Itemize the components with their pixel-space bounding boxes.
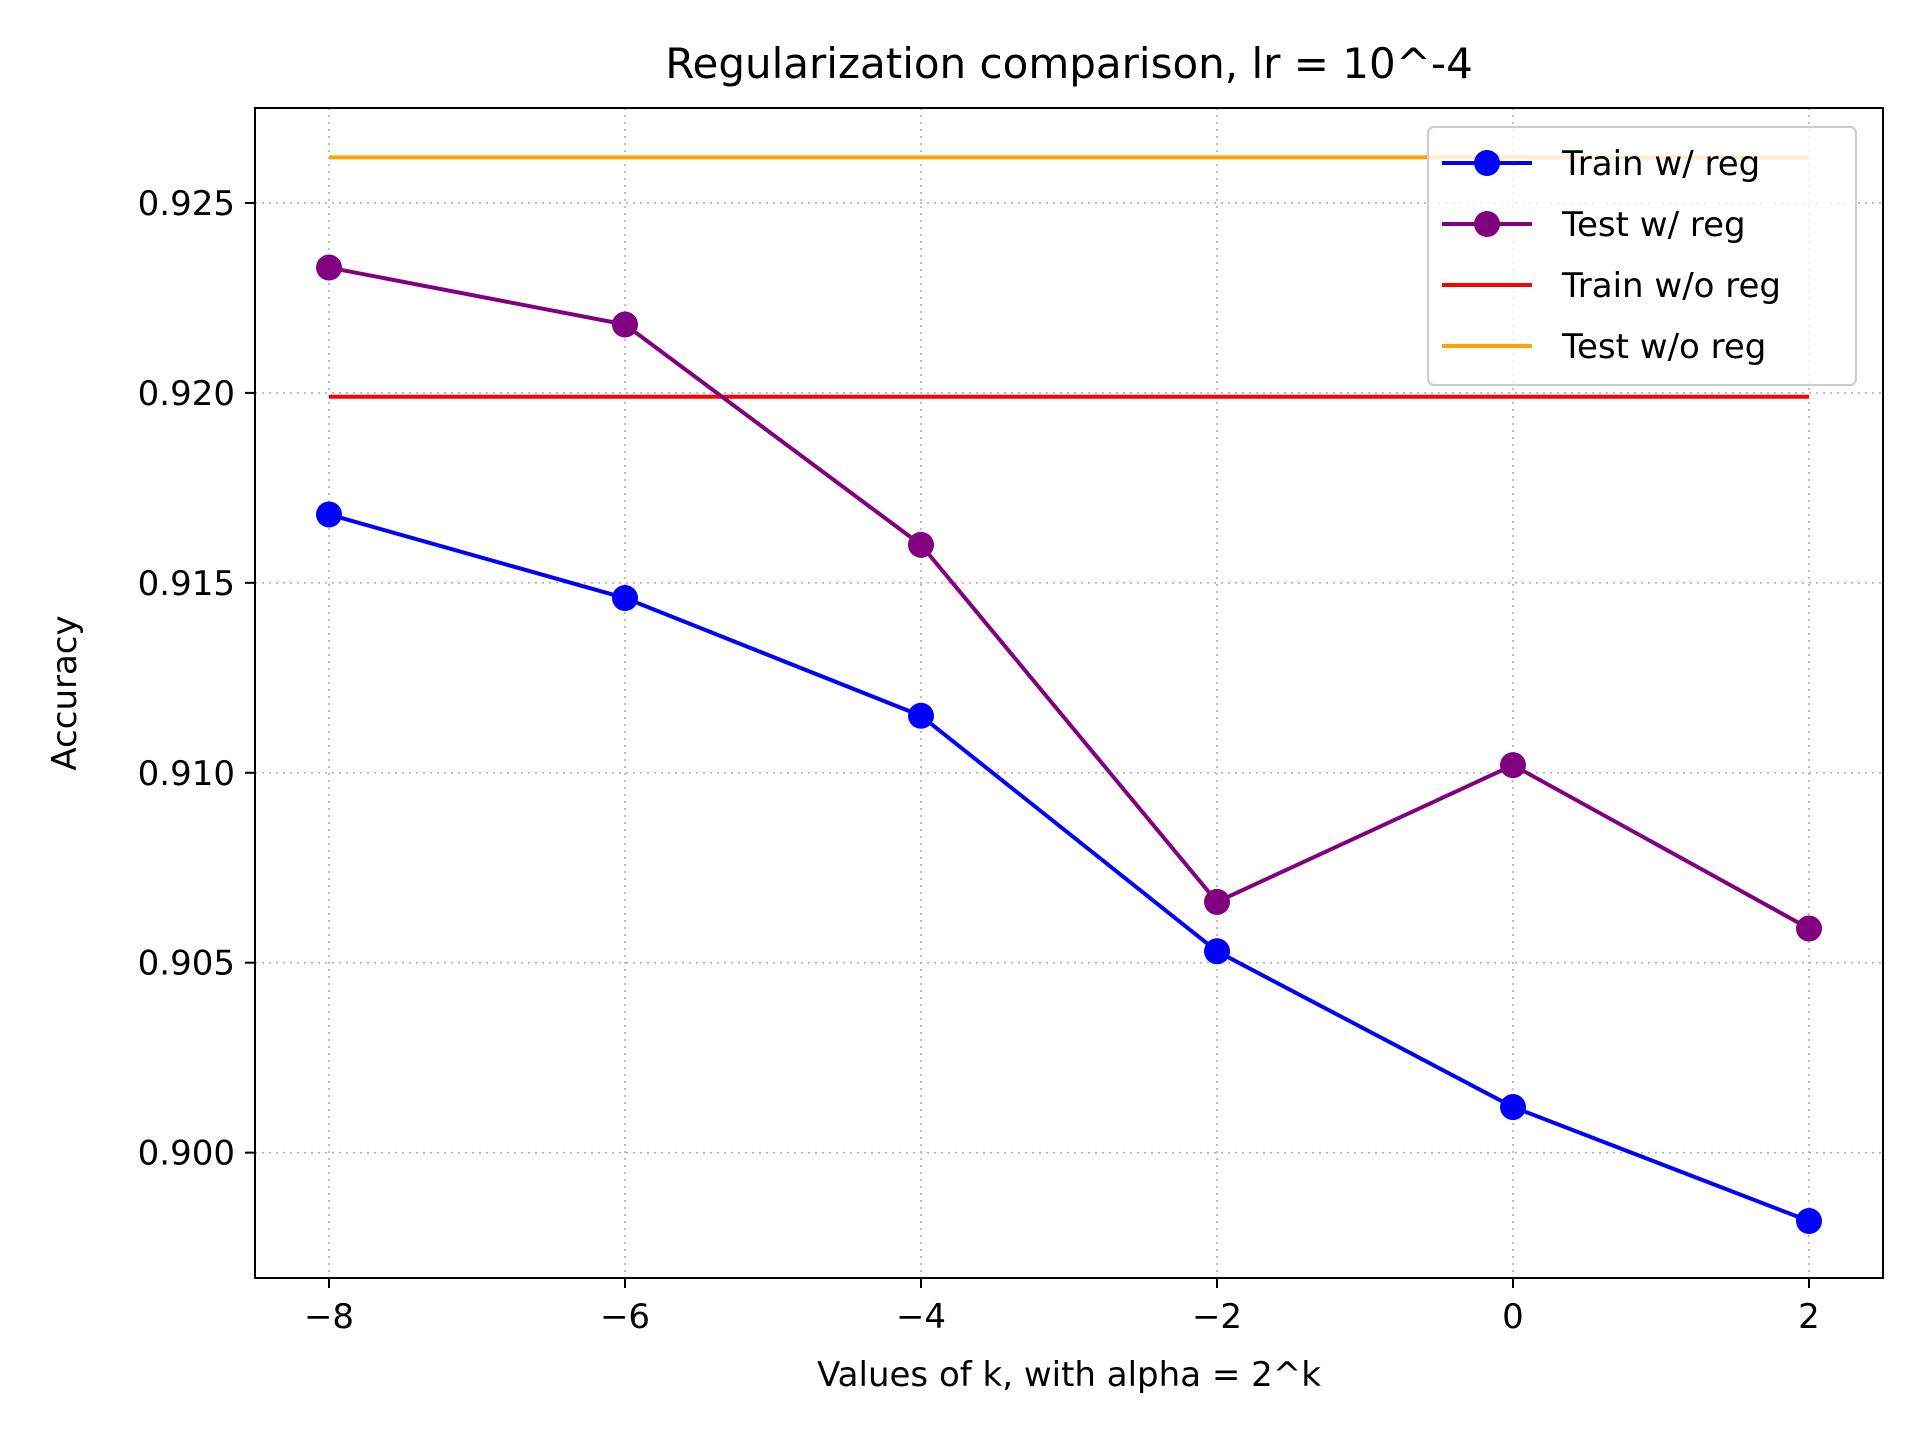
data-point [612, 585, 638, 612]
axis-ticks: −8 −6 −4 −2 0 2 0.900 0.905 0.910 0.915 0.920 0.925 [138, 184, 1820, 1337]
y-tick-label: 0.900 [138, 1134, 235, 1174]
data-point [1500, 752, 1526, 779]
data-point [908, 531, 934, 558]
data-point [1204, 938, 1230, 965]
x-axis-label: Values of k, with alpha = 2^k [817, 1355, 1321, 1395]
series-lines [316, 155, 1822, 1235]
legend-box [1427, 126, 1857, 386]
y-tick-label: 0.905 [138, 944, 235, 984]
legend-label: Test w/o reg [1561, 327, 1766, 367]
x-tick-label: −8 [304, 1297, 354, 1337]
x-tick-label: 2 [1798, 1297, 1820, 1337]
plot-frame [254, 107, 1884, 1279]
y-tick-label: 0.925 [138, 184, 235, 224]
legend-label: Train w/ reg [1561, 144, 1760, 184]
data-point [316, 501, 342, 528]
x-tick-label: 0 [1502, 1297, 1524, 1337]
data-point [1500, 1094, 1526, 1121]
series-line [328, 265, 1810, 931]
y-axis-label: Accuracy [45, 615, 85, 770]
legend: Train w/ reg Test w/ reg Train w/o reg Test… [1427, 126, 1857, 386]
data-point [908, 702, 934, 729]
grid [255, 108, 1883, 1278]
legend-marker [1474, 211, 1500, 237]
y-tick-label: 0.910 [138, 754, 235, 794]
legend-marker [1474, 150, 1500, 176]
x-tick-label: −4 [896, 1297, 946, 1337]
x-tick-label: −6 [600, 1297, 650, 1337]
data-point [1204, 888, 1230, 915]
data-point [1796, 1208, 1822, 1235]
chart-title: Regularization comparison, lr = 10^-4 [665, 39, 1473, 88]
legend-label: Train w/o reg [1561, 266, 1781, 306]
data-point [316, 254, 342, 281]
y-tick-label: 0.915 [138, 564, 235, 604]
data-point [612, 311, 638, 338]
series-line [328, 512, 1810, 1223]
data-point [1796, 915, 1822, 942]
x-tick-label: −2 [1192, 1297, 1242, 1337]
legend-label: Test w/ reg [1561, 205, 1746, 245]
y-tick-label: 0.920 [138, 374, 235, 414]
